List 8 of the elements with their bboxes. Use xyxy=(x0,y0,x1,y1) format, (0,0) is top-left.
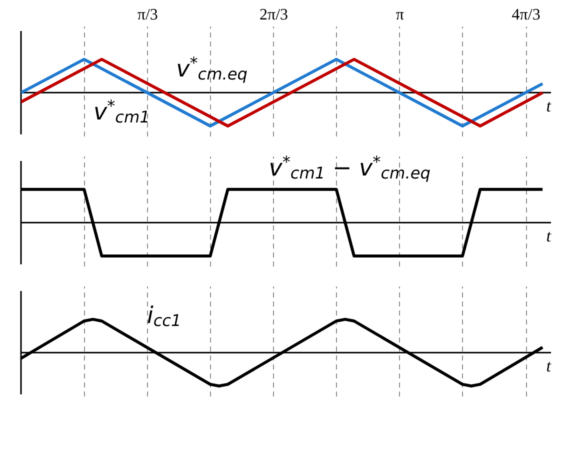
series-label: i$_{cc1}$ xyxy=(146,303,182,330)
x-tick-label: π xyxy=(396,6,404,24)
x-axis-title: t xyxy=(546,96,552,116)
x-tick-label: π/3 xyxy=(137,6,158,24)
x-tick-label: 4π/3 xyxy=(512,6,540,24)
x-axis-title: t xyxy=(546,226,552,246)
x-tick-label: 2π/3 xyxy=(260,6,288,24)
x-axis-title: t xyxy=(546,356,552,376)
